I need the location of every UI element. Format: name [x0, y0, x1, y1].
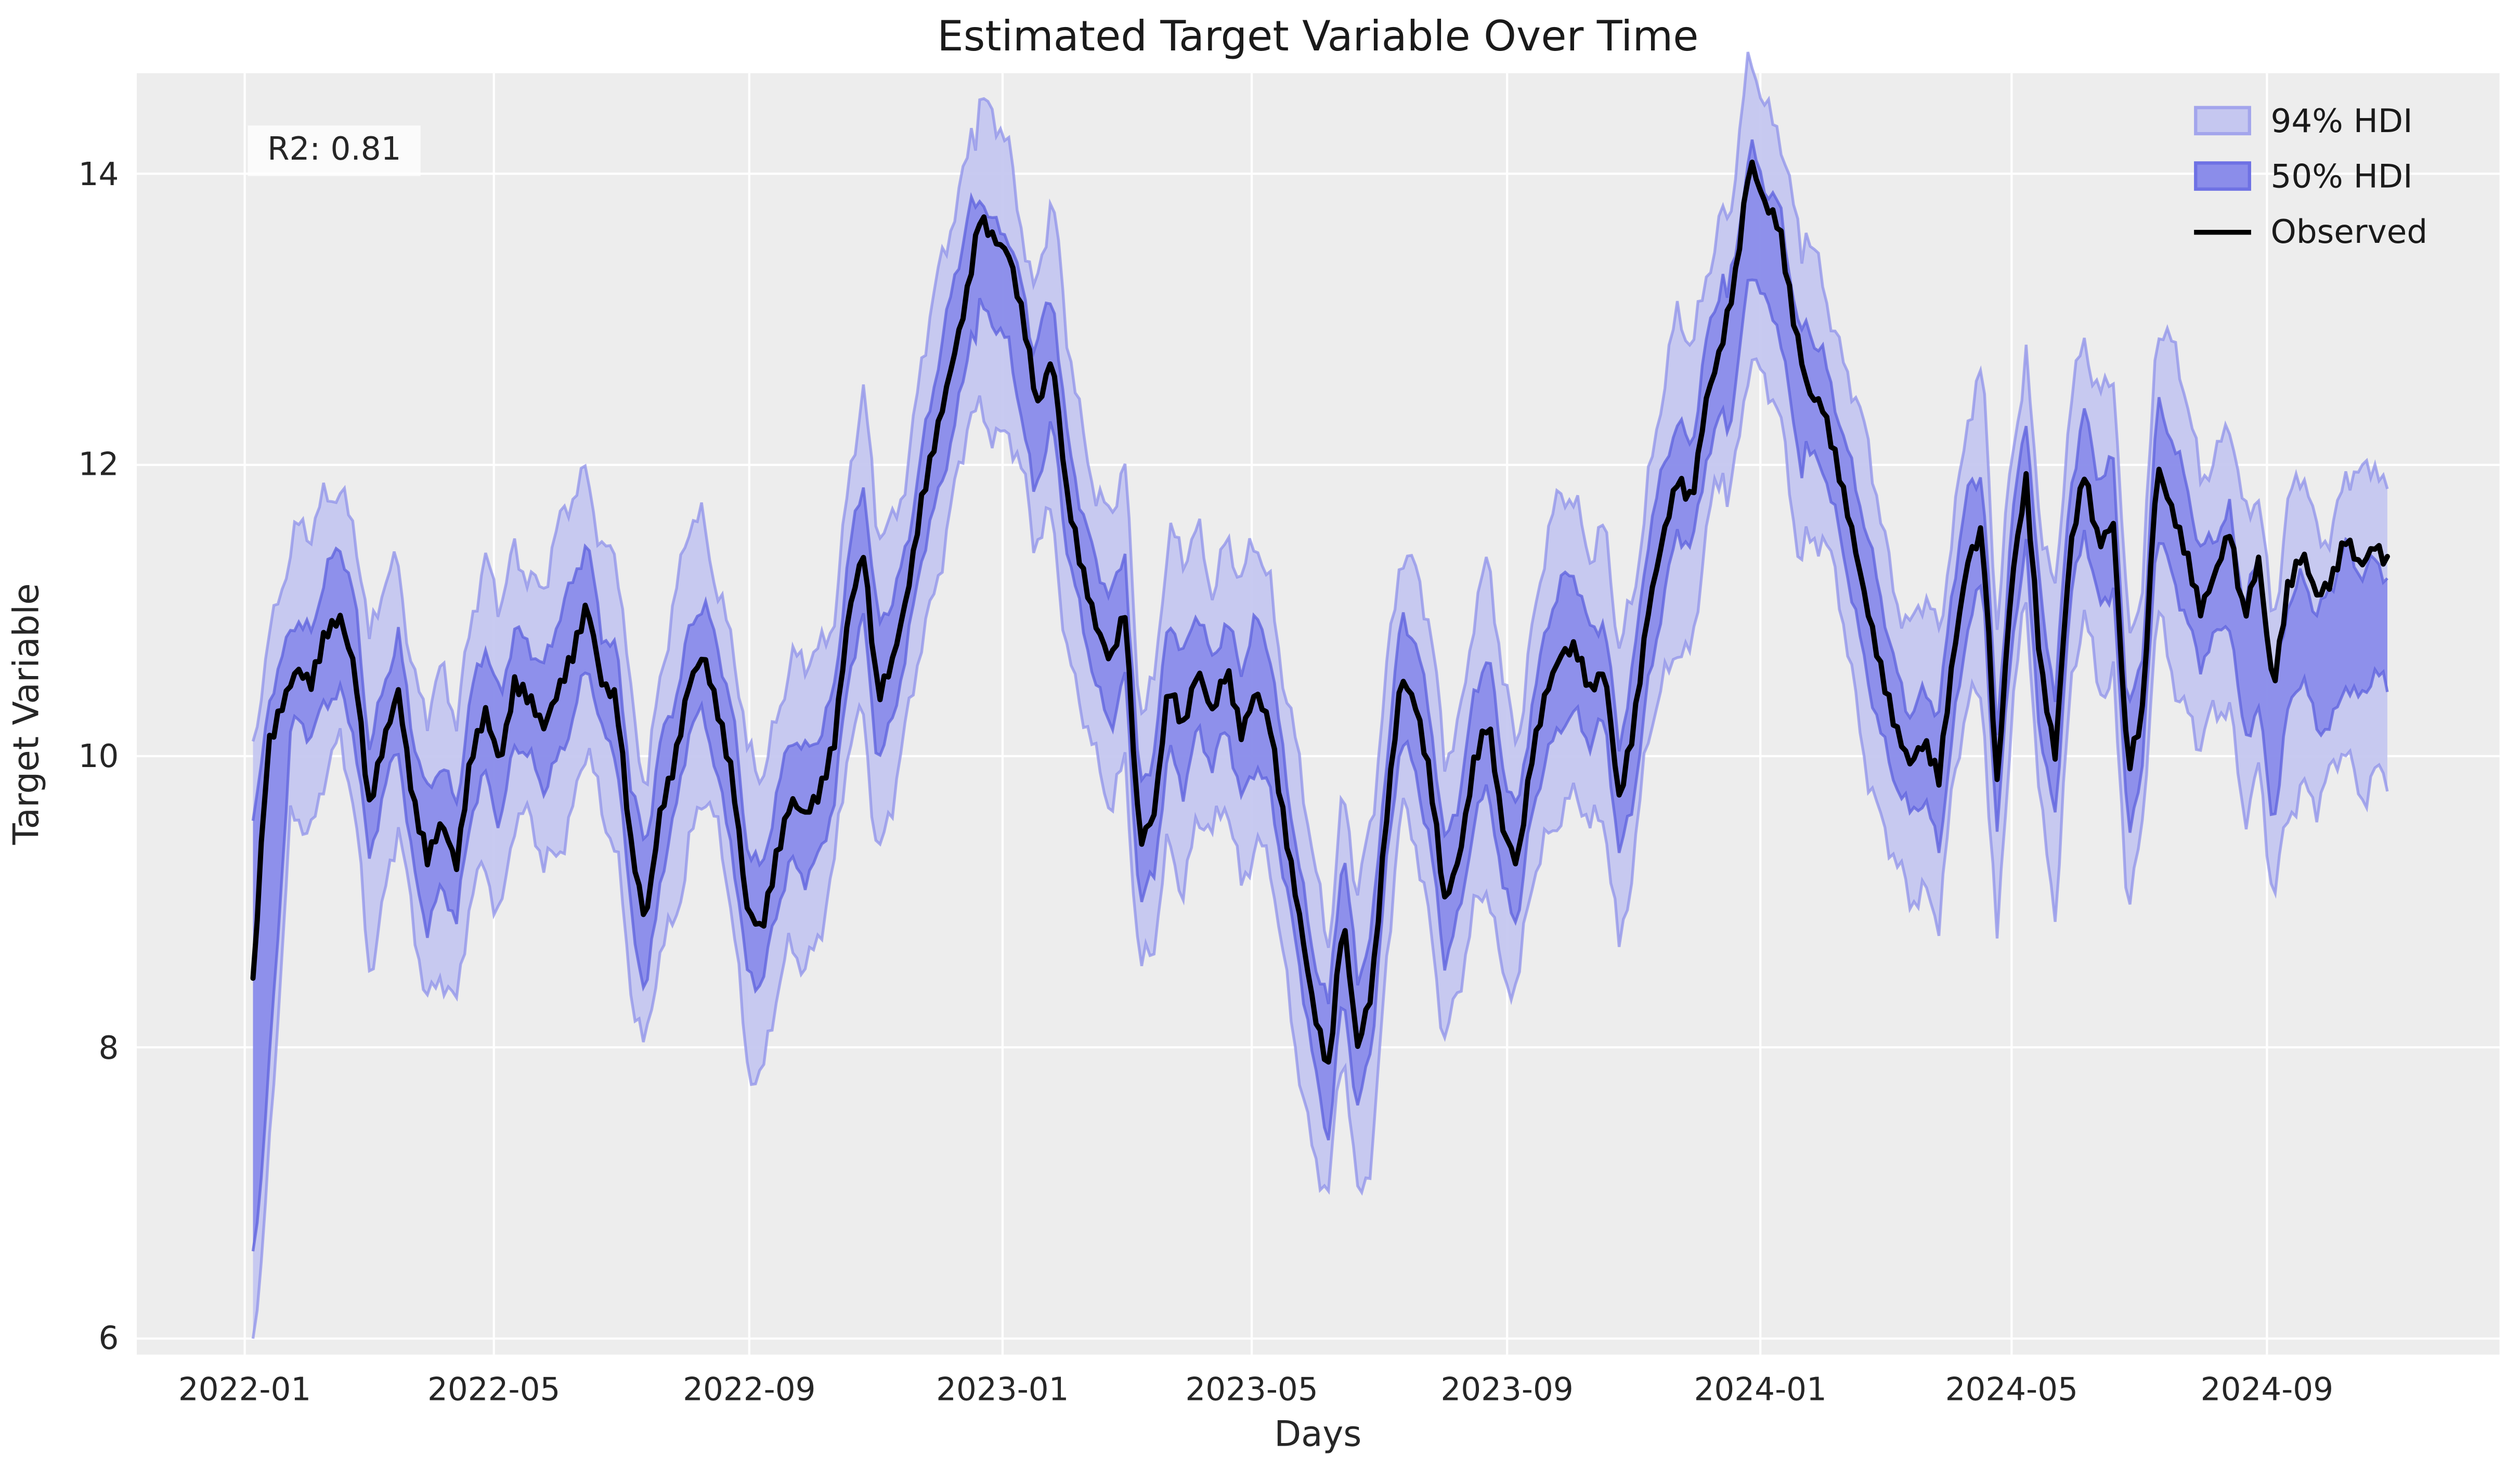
x-tick-label: 2024-05: [1945, 1371, 2079, 1409]
x-tick-label: 2022-09: [683, 1371, 816, 1409]
legend-label-94-hdi: 94% HDI: [2270, 101, 2413, 140]
observed-line: [250, 159, 2390, 1065]
x-tick-label: 2024-09: [2200, 1371, 2334, 1409]
hdi50-upper-edge: [251, 139, 2388, 1005]
y-tick-label: 14: [78, 154, 119, 192]
legend-row-observed: Observed: [2194, 204, 2427, 259]
y-tick-label: 12: [78, 446, 119, 484]
x-axis-label: Days: [1274, 1414, 1362, 1456]
observed-line-swatch: [2194, 229, 2251, 234]
y-tick-label: 6: [98, 1319, 119, 1358]
legend: 94% HDI 50% HDI Observed: [2194, 93, 2427, 259]
y-axis-label: Target Variable: [7, 583, 48, 845]
legend-row-50-hdi: 50% HDI: [2194, 148, 2427, 204]
hdi94-lower-edge: [251, 357, 2389, 1339]
hdi50-lower-edge: [251, 278, 2389, 1252]
x-tick-label: 2022-01: [178, 1371, 311, 1409]
x-tick-label: 2023-09: [1440, 1371, 1574, 1409]
chart-title: Estimated Target Variable Over Time: [937, 13, 1699, 62]
x-tick-label: 2024-01: [1694, 1371, 1827, 1409]
band-50-swatch: [2194, 161, 2251, 191]
y-tick-label: 8: [98, 1028, 119, 1067]
y-tick-label: 10: [78, 737, 119, 775]
legend-label-observed: Observed: [2270, 212, 2428, 251]
legend-label-50-hdi: 50% HDI: [2270, 156, 2413, 196]
x-tick-label: 2022-05: [427, 1371, 561, 1409]
hdi94-upper-edge: [251, 51, 2389, 949]
x-tick-label: 2023-01: [936, 1371, 1069, 1409]
legend-row-94-hdi: 94% HDI: [2194, 93, 2427, 149]
x-tick-label: 2023-05: [1185, 1371, 1318, 1409]
r2-annotation: R2: 0.81: [248, 125, 421, 176]
band-94-swatch: [2194, 106, 2251, 136]
